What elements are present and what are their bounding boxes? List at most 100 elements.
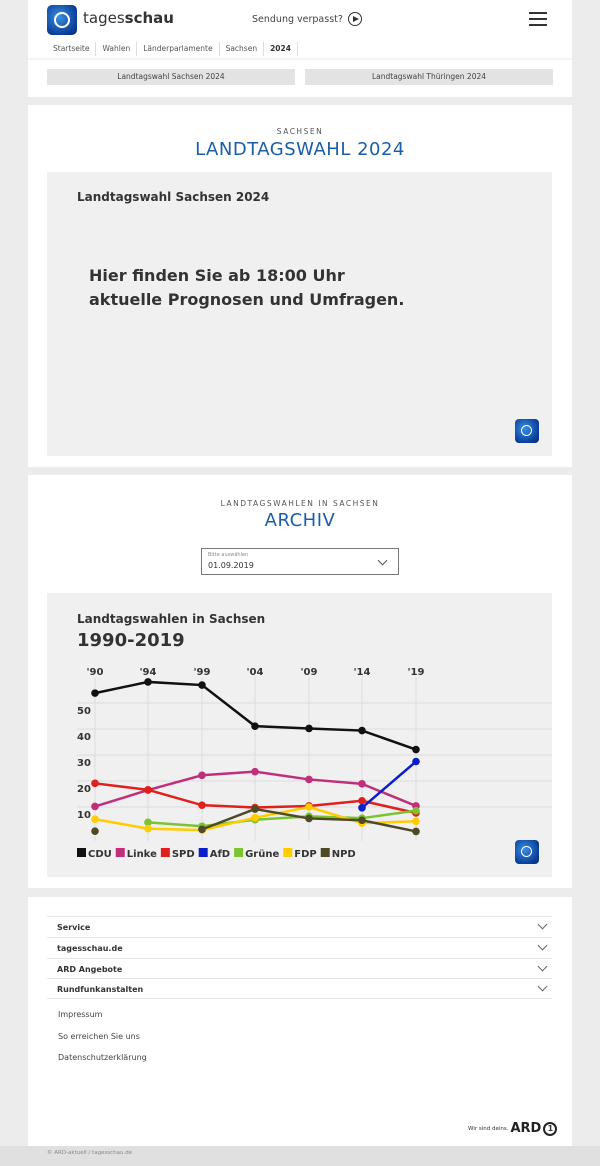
data-point-NPD bbox=[412, 827, 420, 836]
tagesschau-logo-icon[interactable] bbox=[47, 5, 77, 35]
chevron-down-icon bbox=[537, 961, 548, 972]
contact-link[interactable]: So erreichen Sie uns bbox=[58, 1032, 140, 1041]
site-header: tagesschau Sendung verpasst? Startseite … bbox=[28, 0, 572, 97]
data-point-CDU bbox=[412, 745, 420, 754]
breadcrumb-item[interactable]: Wahlen bbox=[96, 42, 138, 56]
quicklink-thueringen-button[interactable]: Landtagswahl Thüringen 2024 bbox=[305, 69, 553, 85]
legend-label: CDU bbox=[88, 849, 112, 860]
menu-icon[interactable] bbox=[529, 12, 547, 26]
footer-accordion-service[interactable]: Service bbox=[47, 916, 552, 937]
x-tick-label: '90 bbox=[87, 667, 104, 678]
chart-subtitle: 1990-2019 bbox=[77, 630, 185, 651]
legend-swatch-CDU bbox=[77, 848, 86, 857]
data-point-Linke bbox=[251, 767, 259, 776]
series-line-Grüne bbox=[147, 809, 417, 828]
data-point-FDP bbox=[412, 817, 420, 826]
box-title: Landtagswahl Sachsen 2024 bbox=[77, 190, 270, 204]
breadcrumb-item-current[interactable]: 2024 bbox=[264, 42, 298, 56]
data-point-FDP bbox=[305, 803, 313, 811]
tagesschau-logo-icon bbox=[515, 840, 539, 864]
legend-label: Linke bbox=[127, 849, 157, 860]
election-line-chart: 10 20 30 40 50 '90 '94 '99 '04 '09 '14 '19 CDU Linke S… bbox=[77, 667, 552, 860]
tagesschau-logo-icon bbox=[515, 419, 539, 443]
accordion-label: ARD Angebote bbox=[57, 965, 123, 974]
message-line: Hier finden Sie ab 18:00 Uhr bbox=[89, 266, 345, 285]
y-tick-label: 10 bbox=[77, 810, 91, 821]
data-point-FDP bbox=[91, 815, 99, 824]
breadcrumb-item[interactable]: Sachsen bbox=[220, 42, 265, 56]
x-tick-label: '94 bbox=[140, 667, 157, 678]
data-point-NPD bbox=[91, 827, 99, 835]
ard-one-icon: 1 bbox=[543, 1121, 558, 1136]
section-kicker: SACHSEN bbox=[276, 127, 324, 136]
data-point-Linke bbox=[358, 780, 366, 788]
section-title: LANDTAGSWAHL 2024 bbox=[195, 139, 405, 160]
missed-label: Sendung verpasst? bbox=[252, 13, 343, 25]
breadcrumb-item[interactable]: Startseite bbox=[47, 42, 97, 56]
data-point-AfD bbox=[412, 757, 420, 766]
ard-wordmark: ARD bbox=[510, 1121, 542, 1136]
section-kicker: LANDTAGSWAHLEN IN SACHSEN bbox=[220, 499, 380, 508]
data-point-CDU bbox=[251, 722, 259, 730]
live-section: SACHSEN LANDTAGSWAHL 2024 Landtagswahl S… bbox=[28, 105, 572, 467]
site-footer: Service tagesschau.de ARD Angebote Rundf… bbox=[28, 897, 572, 1166]
x-tick-label: '14 bbox=[354, 667, 371, 678]
accordion-label: tagesschau.de bbox=[57, 944, 123, 953]
legend-swatch-FDP bbox=[283, 848, 293, 857]
brand-name[interactable]: tagesschau bbox=[83, 9, 174, 27]
legend-label: NPD bbox=[332, 849, 356, 860]
y-tick-label: 50 bbox=[77, 706, 91, 717]
footer-accordion-ard-angebote[interactable]: ARD Angebote bbox=[47, 958, 552, 979]
data-point-Linke bbox=[198, 771, 206, 780]
footer-accordion-tagesschau[interactable]: tagesschau.de bbox=[47, 937, 552, 958]
divider bbox=[28, 58, 572, 60]
data-point-SPD bbox=[144, 786, 152, 794]
x-tick-label: '99 bbox=[194, 667, 211, 678]
ard-claim: Wir sind deins. bbox=[468, 1125, 509, 1132]
privacy-link[interactable]: Datenschutzerklärung bbox=[58, 1053, 147, 1062]
y-tick-label: 20 bbox=[77, 784, 91, 795]
legend-label: SPD bbox=[172, 849, 195, 860]
legend-label: FDP bbox=[294, 849, 316, 860]
y-tick-label: 30 bbox=[77, 758, 91, 769]
select-label: Bitte auswählen bbox=[208, 552, 249, 558]
data-point-NPD bbox=[251, 805, 259, 813]
impressum-link[interactable]: Impressum bbox=[58, 1010, 103, 1019]
chevron-down-icon bbox=[537, 981, 548, 992]
quicklink-sachsen-button[interactable]: Landtagswahl Sachsen 2024 bbox=[47, 69, 295, 85]
brand-light: tages bbox=[83, 9, 125, 27]
x-tick-label: '19 bbox=[408, 667, 425, 678]
legend-swatch-SPD bbox=[160, 848, 170, 857]
data-point-CDU bbox=[91, 689, 99, 697]
data-point-FDP bbox=[251, 813, 259, 822]
data-point-CDU bbox=[358, 726, 366, 735]
archive-section: LANDTAGSWAHLEN IN SACHSEN ARCHIV Bitte a… bbox=[28, 475, 572, 888]
copyright: © ARD-aktuell / tagesschau.de bbox=[0, 1146, 600, 1166]
ard-logo[interactable]: Wir sind deins. ARD 1 bbox=[468, 1121, 558, 1136]
data-point-CDU bbox=[144, 678, 152, 686]
breadcrumb: Startseite Wahlen Länderparlamente Sachs… bbox=[47, 42, 298, 56]
play-icon bbox=[347, 12, 362, 26]
data-point-Linke bbox=[305, 775, 313, 784]
chevron-down-icon bbox=[377, 555, 388, 566]
y-tick-label: 40 bbox=[77, 732, 91, 743]
accordion-label: Service bbox=[57, 923, 91, 932]
election-date-select[interactable]: Bitte auswählen 01.09.2019 bbox=[201, 548, 399, 575]
breadcrumb-item[interactable]: Länderparlamente bbox=[137, 42, 220, 56]
x-tick-label: '09 bbox=[301, 667, 318, 678]
data-point-FDP bbox=[144, 824, 152, 833]
data-point-SPD bbox=[198, 801, 206, 809]
series-line-AfD bbox=[361, 760, 417, 809]
section-title: ARCHIV bbox=[264, 510, 336, 531]
legend-label: AfD bbox=[210, 849, 230, 860]
live-results-box: Landtagswahl Sachsen 2024 Hier finden Si… bbox=[47, 172, 552, 456]
accordion-label: Rundfunkanstalten bbox=[57, 985, 144, 994]
chart-title: Landtagswahlen in Sachsen bbox=[77, 612, 266, 626]
select-value: 01.09.2019 bbox=[208, 561, 254, 570]
data-point-AfD bbox=[358, 803, 366, 812]
footer-accordion-rundfunkanstalten[interactable]: Rundfunkanstalten bbox=[47, 978, 552, 999]
missed-broadcast-link[interactable]: Sendung verpasst? bbox=[252, 12, 362, 26]
legend-swatch-NPD bbox=[320, 848, 330, 857]
chevron-down-icon bbox=[537, 940, 548, 951]
chevron-down-icon bbox=[537, 919, 548, 930]
